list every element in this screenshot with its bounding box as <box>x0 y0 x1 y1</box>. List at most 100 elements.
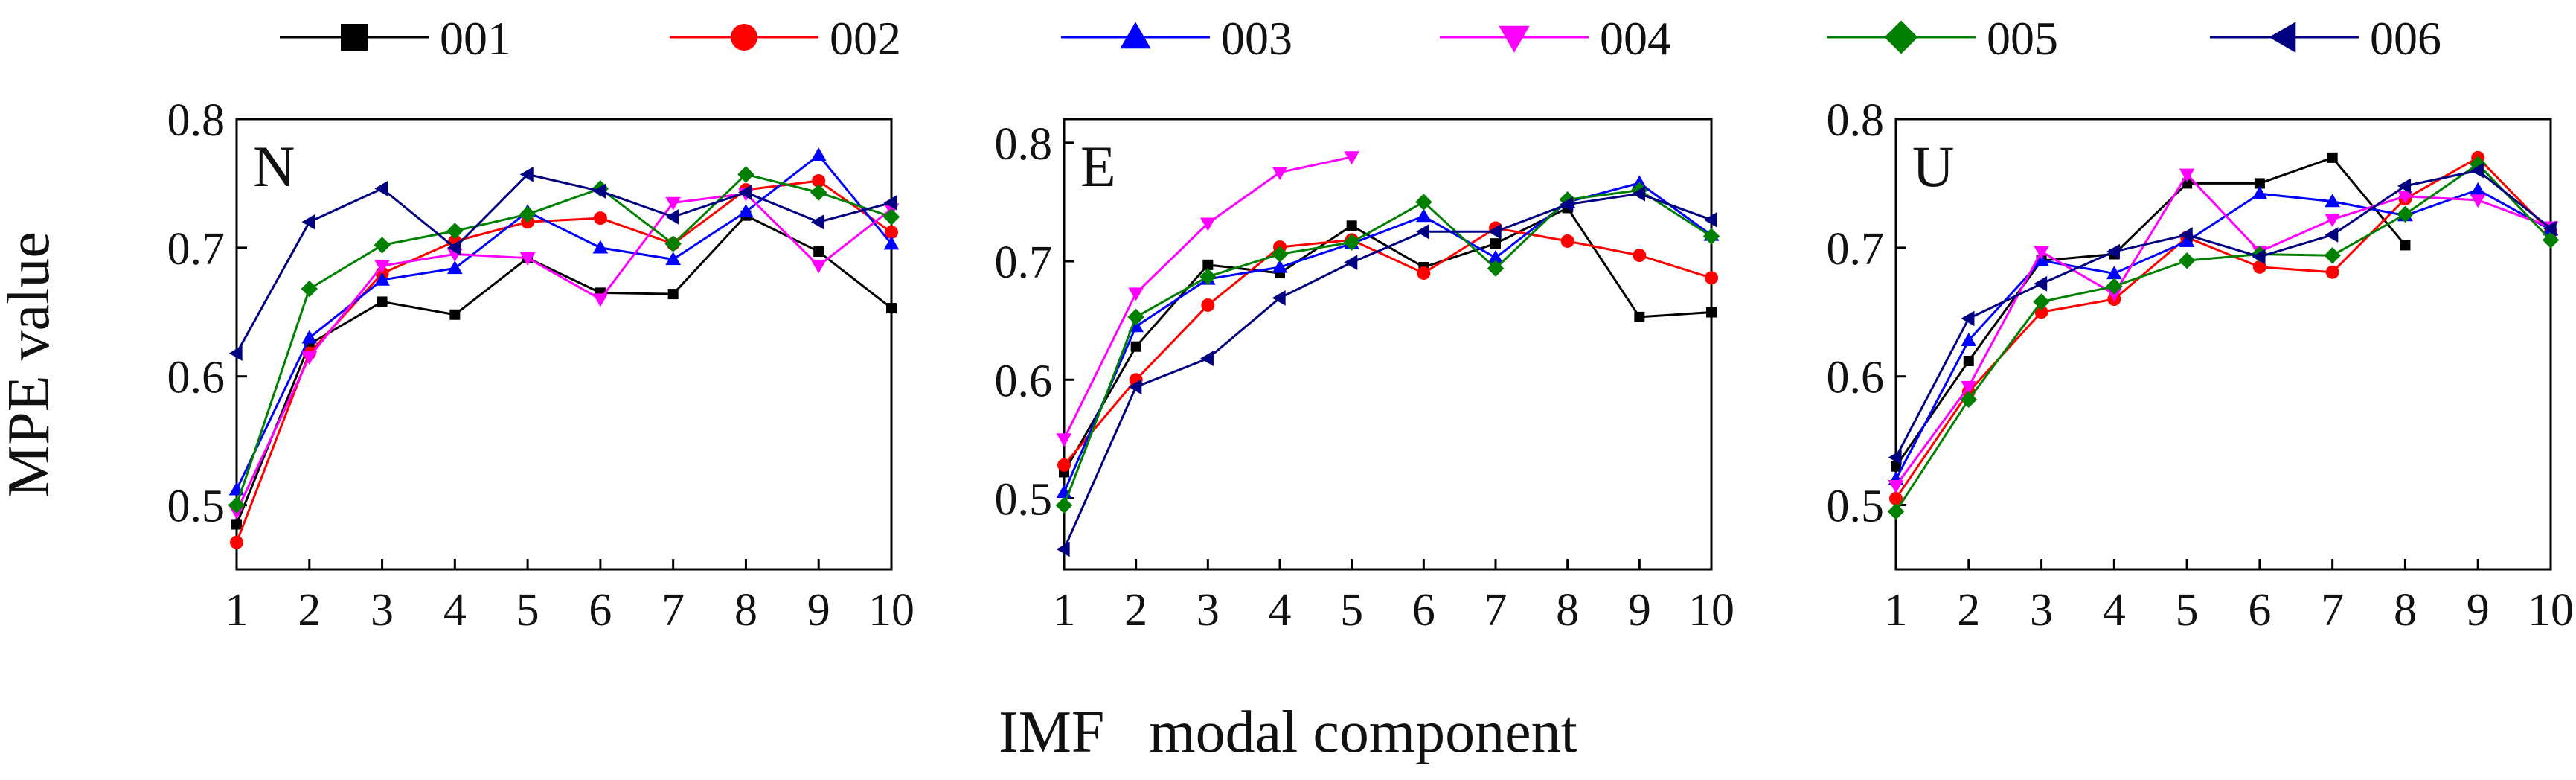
data-point-003 <box>665 252 682 266</box>
data-point-006 <box>2106 243 2120 260</box>
data-point-003 <box>1961 332 1977 346</box>
data-point-006 <box>665 209 679 225</box>
data-point-006 <box>810 214 824 230</box>
data-point-002 <box>1057 458 1071 472</box>
series-004 <box>228 188 900 520</box>
data-point-003 <box>2470 182 2486 196</box>
series-line-005 <box>1063 189 1712 506</box>
data-point-004 <box>374 260 390 274</box>
data-point-006 <box>1631 185 1645 202</box>
x-tick-label: 10 <box>868 585 914 636</box>
data-point-006 <box>374 180 388 196</box>
x-tick-label: 9 <box>2467 585 2490 636</box>
data-point-006 <box>1961 310 1975 327</box>
panel-title: U <box>1912 134 1954 199</box>
data-point-001 <box>1963 355 1974 366</box>
data-point-005 <box>1127 308 1144 326</box>
data-point-006 <box>1272 290 1286 306</box>
data-point-005 <box>2324 246 2341 264</box>
data-point-002 <box>2034 305 2048 319</box>
series-005 <box>1887 156 2560 520</box>
series-line-006 <box>1063 192 1712 550</box>
plot-frame <box>1063 118 1713 571</box>
legend-label-002: 002 <box>830 12 901 65</box>
data-point-001 <box>2400 240 2411 251</box>
data-point-001 <box>449 309 461 320</box>
x-tick-label: 5 <box>2176 585 2199 636</box>
data-point-004 <box>1344 151 1360 165</box>
data-point-005 <box>1343 234 1360 251</box>
x-tick-label: 3 <box>371 585 394 636</box>
x-tick-label: 1 <box>1885 585 1908 636</box>
series-line-004 <box>235 192 892 512</box>
series-line-001 <box>235 214 892 525</box>
data-point-001 <box>1634 311 1645 322</box>
x-tick-label: 4 <box>443 585 467 636</box>
data-point-002 <box>230 535 243 549</box>
data-point-004 <box>2106 288 2122 302</box>
data-point-004 <box>2179 168 2195 182</box>
data-point-004 <box>592 293 609 307</box>
y-tick-label: 0.5 <box>995 474 1053 525</box>
data-point-006 <box>1128 379 1142 395</box>
data-point-004 <box>1961 380 1977 394</box>
data-point-003 <box>301 330 318 344</box>
data-point-005 <box>810 184 827 201</box>
series-line-002 <box>1063 226 1712 466</box>
data-point-004 <box>2470 194 2486 208</box>
data-point-004 <box>1888 479 1904 493</box>
legend-marker-001 <box>341 24 368 51</box>
legend-marker-004 <box>1499 25 1530 53</box>
data-point-004 <box>2034 246 2049 260</box>
legend-label-005: 005 <box>1987 12 2058 65</box>
series-line-006 <box>235 173 892 354</box>
x-tick-label: 6 <box>2248 585 2271 636</box>
data-point-001 <box>1130 341 1141 352</box>
data-point-002 <box>593 211 607 226</box>
y-tick-label: 0.7 <box>167 224 225 275</box>
data-point-005 <box>882 208 900 226</box>
data-point-003 <box>1272 259 1288 273</box>
data-point-003 <box>810 147 827 162</box>
data-point-003 <box>2034 252 2049 266</box>
y-tick-label: 0.8 <box>167 95 225 146</box>
data-point-002 <box>812 173 826 188</box>
data-point-001 <box>1202 259 1214 270</box>
data-point-004 <box>810 260 827 274</box>
data-point-002 <box>2252 260 2266 274</box>
x-tick-label: 6 <box>1412 585 1435 636</box>
data-point-004 <box>1199 217 1216 231</box>
data-point-003 <box>374 272 390 286</box>
legend-marker-002 <box>731 24 757 51</box>
y-tick-label: 0.8 <box>995 119 1053 170</box>
series-003 <box>1056 175 1720 499</box>
data-point-003 <box>738 204 754 218</box>
data-point-003 <box>446 260 463 275</box>
data-point-003 <box>883 236 900 250</box>
data-point-004 <box>1128 287 1144 301</box>
series-006 <box>228 166 897 361</box>
x-tick-label: 7 <box>2321 585 2344 636</box>
data-point-001 <box>1891 461 1901 472</box>
series-006 <box>1888 162 2557 465</box>
legend-marker-003 <box>1120 22 1151 49</box>
data-point-005 <box>2033 293 2050 310</box>
x-tick-label: 1 <box>225 585 249 636</box>
data-point-003 <box>2252 185 2268 199</box>
data-point-002 <box>2325 265 2339 279</box>
panel-title: E <box>1080 134 1116 199</box>
data-point-004 <box>519 252 536 266</box>
data-point-006 <box>1344 255 1358 270</box>
data-point-006 <box>1703 211 1717 228</box>
x-tick-label: 8 <box>1556 585 1579 636</box>
panel-E: 1 2 3 4 5 6 7 8 9 10 0.5 0.6 0.7 0.8 E <box>995 118 1734 636</box>
plot-frame <box>1894 118 2552 571</box>
legend-item-004: 004 <box>1440 12 1671 65</box>
legend-item-001: 001 <box>280 12 511 65</box>
data-point-005 <box>1199 268 1217 285</box>
data-point-005 <box>2542 231 2560 249</box>
series-004 <box>1056 151 1360 447</box>
series-line-001 <box>1894 156 2406 467</box>
data-point-006 <box>2470 162 2484 179</box>
data-point-006 <box>519 166 534 182</box>
